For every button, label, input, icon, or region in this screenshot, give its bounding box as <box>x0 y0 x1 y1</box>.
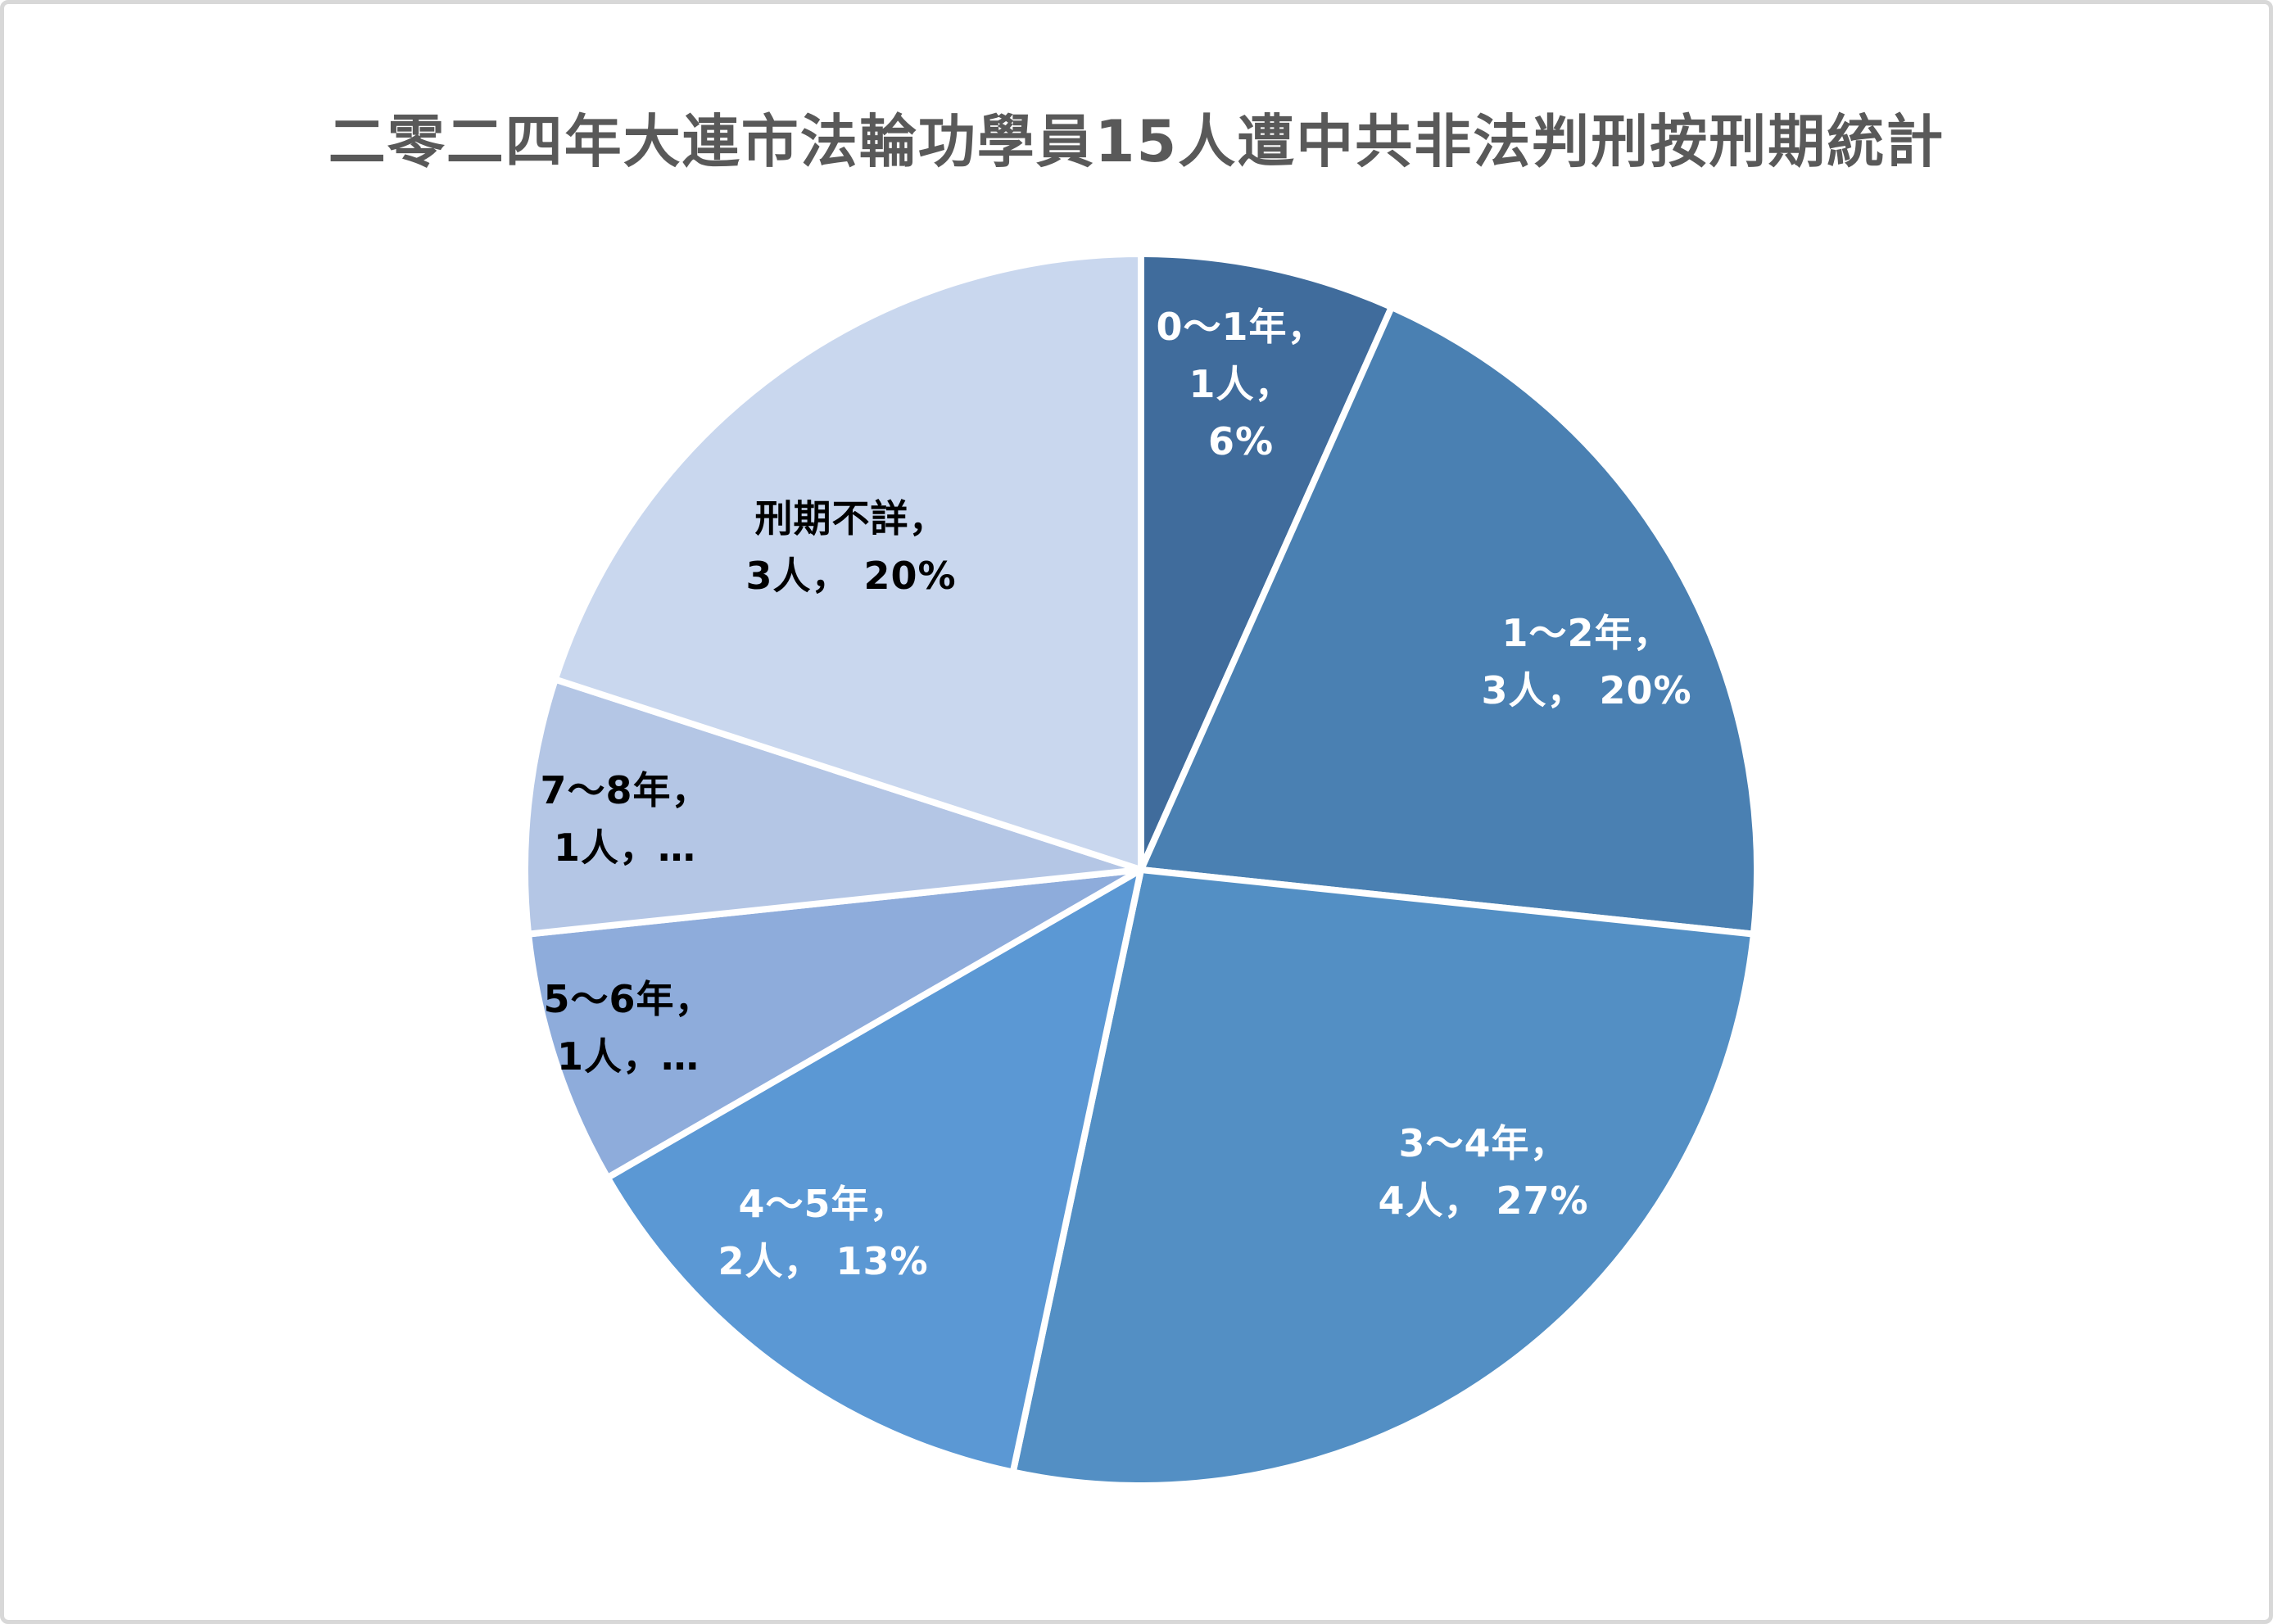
pie-chart <box>522 251 1760 1490</box>
pie-slice-3 <box>604 866 1144 1476</box>
pie-slice-6 <box>551 251 1144 873</box>
pie-slice-4 <box>525 866 1144 1181</box>
pie-slice-2 <box>1009 866 1757 1490</box>
chart-title: 二零二四年大連市法輪功學員15人遭中共非法判刑按刑期統計 <box>328 108 1945 175</box>
pie-slice-5 <box>522 676 1144 938</box>
pie-slice-1 <box>1138 304 1760 938</box>
pie-slice-0 <box>1138 251 1395 873</box>
